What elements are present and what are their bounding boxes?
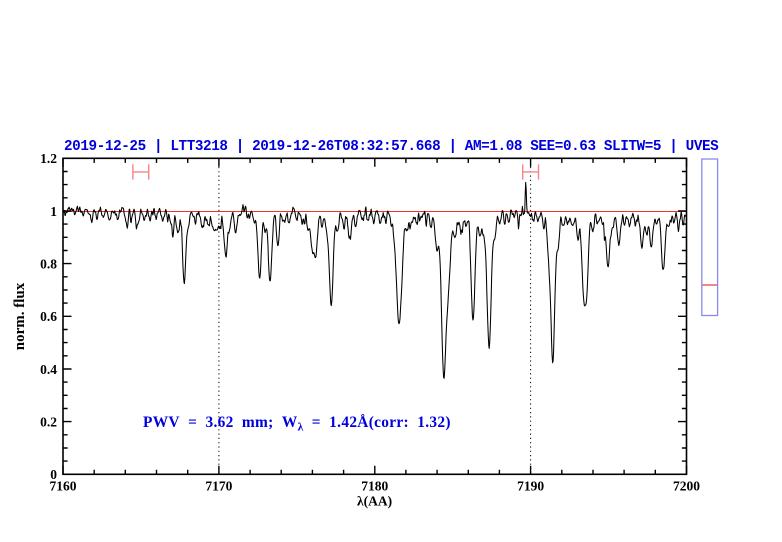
svg-text:7190: 7190: [517, 479, 544, 494]
svg-text:0: 0: [50, 467, 57, 482]
svg-text:0.8: 0.8: [40, 256, 57, 271]
svg-text:1.2: 1.2: [40, 151, 57, 166]
svg-text:7180: 7180: [361, 479, 388, 494]
svg-text:norm. flux: norm. flux: [12, 282, 28, 350]
svg-text:PWV = 3.62 mm; Wλ = 1.42: PWV = 3.62 mm; Wλ = 1.42Å(corr: 1.32): [143, 414, 451, 434]
svg-text:1: 1: [50, 204, 57, 219]
svg-text:7160: 7160: [50, 479, 77, 494]
svg-text:0.4: 0.4: [40, 362, 57, 377]
svg-text:0.2: 0.2: [40, 414, 57, 429]
svg-text:7200: 7200: [673, 479, 700, 494]
svg-text:λ(AA): λ(AA): [357, 494, 392, 509]
svg-text:7170: 7170: [205, 479, 232, 494]
svg-text:2019-12-25 | LTT3218 | 2019-12: 2019-12-25 | LTT3218 | 2019-12-26T08:32:…: [64, 139, 719, 155]
svg-text:0.6: 0.6: [40, 309, 57, 324]
